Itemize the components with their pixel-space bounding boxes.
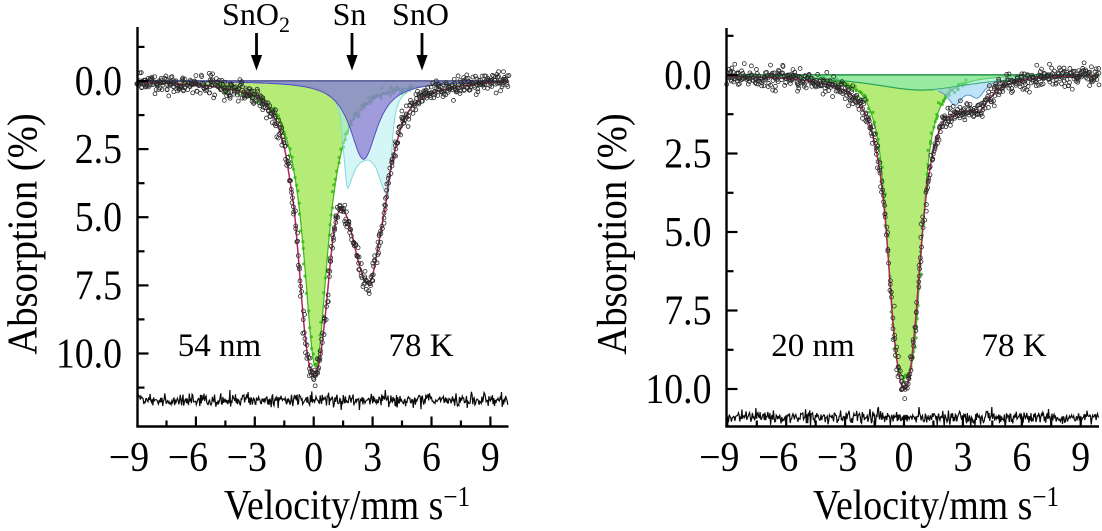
svg-text:2.5: 2.5 bbox=[664, 130, 711, 177]
svg-text:SnO: SnO bbox=[392, 0, 449, 32]
svg-text:3: 3 bbox=[953, 433, 972, 480]
svg-text:6: 6 bbox=[422, 433, 441, 480]
svg-text:Velocity/mm s−1: Velocity/mm s−1 bbox=[224, 481, 470, 529]
svg-text:10.0: 10.0 bbox=[56, 330, 122, 377]
svg-text:Sn: Sn bbox=[333, 0, 367, 32]
svg-text:0.0: 0.0 bbox=[75, 57, 122, 104]
svg-text:5.0: 5.0 bbox=[75, 193, 122, 240]
svg-text:−6: −6 bbox=[168, 433, 208, 480]
svg-text:3: 3 bbox=[363, 433, 382, 480]
svg-text:10.0: 10.0 bbox=[645, 365, 711, 412]
svg-text:−3: −3 bbox=[817, 433, 857, 480]
svg-text:Absorption (%): Absorption (%) bbox=[0, 113, 46, 354]
svg-text:0: 0 bbox=[895, 433, 914, 480]
svg-text:7.5: 7.5 bbox=[664, 287, 711, 334]
svg-text:9: 9 bbox=[481, 433, 500, 480]
svg-text:20 nm: 20 nm bbox=[771, 328, 855, 364]
svg-text:Absorption (%): Absorption (%) bbox=[589, 113, 636, 354]
svg-text:−3: −3 bbox=[227, 433, 267, 480]
svg-text:9: 9 bbox=[1071, 433, 1090, 480]
svg-text:−9: −9 bbox=[699, 433, 739, 480]
svg-text:SnO2: SnO2 bbox=[222, 0, 290, 37]
svg-text:−9: −9 bbox=[109, 433, 149, 480]
svg-text:−6: −6 bbox=[758, 433, 798, 480]
svg-text:Velocity/mm s−1: Velocity/mm s−1 bbox=[813, 481, 1059, 529]
svg-text:0.0: 0.0 bbox=[664, 51, 711, 98]
svg-text:0: 0 bbox=[304, 433, 323, 480]
svg-text:7.5: 7.5 bbox=[75, 261, 122, 308]
svg-text:54 nm: 54 nm bbox=[178, 328, 262, 364]
svg-text:6: 6 bbox=[1012, 433, 1031, 480]
svg-text:78 K: 78 K bbox=[388, 328, 453, 364]
svg-text:5.0: 5.0 bbox=[664, 208, 711, 255]
svg-text:2.5: 2.5 bbox=[75, 125, 122, 172]
svg-text:78 K: 78 K bbox=[981, 328, 1046, 364]
